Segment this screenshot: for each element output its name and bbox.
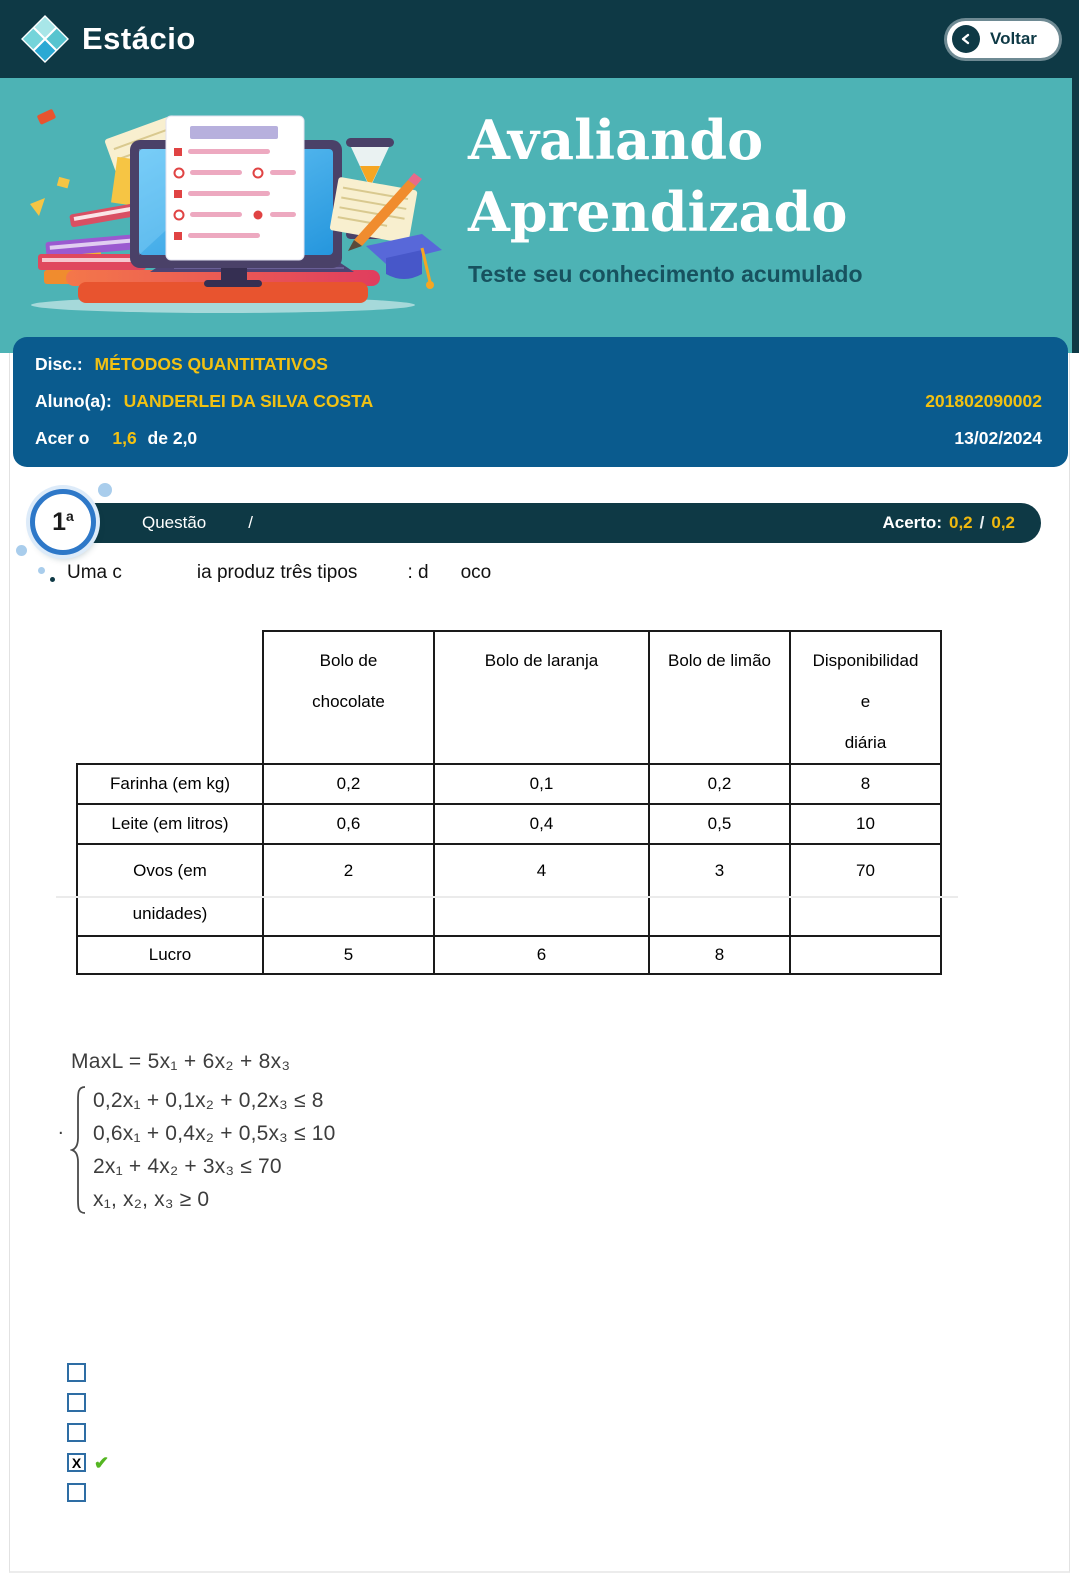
left-brace-icon <box>70 1086 86 1214</box>
back-chevron-icon <box>952 25 980 53</box>
answer-options: X ✔ <box>67 1363 109 1513</box>
answer-option-4: X ✔ <box>67 1453 109 1472</box>
table-row-farinha: Farinha (em kg) 0,2 0,1 0,2 8 <box>76 763 942 805</box>
correct-check-icon: ✔ <box>94 1452 110 1473</box>
lp-model: MaxL = 5x₁ + 6x₂ + 8x₃ . 0,2x₁ + 0,1x₂ +… <box>58 1050 336 1216</box>
table-row-ovos: Ovos (em unidades) 2 4 3 70 <box>76 843 942 937</box>
acerto-separator: / <box>979 513 985 532</box>
constraint-system: . 0,2x₁ + 0,1x₂ + 0,2x₃ ≤ 8 0,6x₁ + 0,4x… <box>58 1084 336 1216</box>
question-header-bar: Questão / Acerto: 0,2 / 0,2 <box>86 503 1041 543</box>
cell-value: 0,1 <box>433 763 650 805</box>
answer-option-3 <box>67 1423 109 1442</box>
discipline-value: MÉTODOS QUANTITATIVOS <box>94 354 328 374</box>
question-title: Questão <box>142 513 207 532</box>
back-button[interactable]: Voltar <box>947 20 1059 58</box>
cell-value: 0,2 <box>262 763 435 805</box>
cell-value: 0,2 <box>648 763 791 805</box>
ingredients-table: Bolo de chocolate Bolo de laranja Bolo d… <box>76 630 942 975</box>
answer-option-5 <box>67 1483 109 1502</box>
decorative-dot <box>98 483 112 497</box>
table-header-chocolate: Bolo de chocolate <box>262 630 435 765</box>
acerto-label: Acerto: <box>882 513 942 532</box>
answer-option-1 <box>67 1363 109 1382</box>
decorative-dot <box>50 577 55 582</box>
brand-name: Estácio <box>82 21 196 56</box>
table-header-laranja: Bolo de laranja <box>433 630 650 765</box>
student-id: 201802090002 <box>925 391 1042 411</box>
content-panel: Disc.: MÉTODOS QUANTITATIVOS Aluno(a): U… <box>9 337 1070 1573</box>
question-title-slash: / <box>248 513 253 532</box>
banner-subtitle: Teste seu conhecimento acumulado <box>468 261 863 287</box>
x-mark: X <box>71 1454 82 1471</box>
question-text-fragment: Uma c <box>67 562 122 583</box>
table-row-leite: Leite (em litros) 0,6 0,4 0,5 10 <box>76 803 942 845</box>
banner-title-line2: Aprendizado <box>468 180 848 244</box>
decorative-dot <box>38 567 45 574</box>
acerto-total: 0,2 <box>991 513 1015 532</box>
row-label: Leite (em litros) <box>76 803 264 845</box>
answer-checkbox-5[interactable] <box>67 1483 86 1502</box>
cell-value: 0,6 <box>262 803 435 845</box>
question-text-fragment: oco <box>460 562 492 583</box>
system-dot: . <box>58 1116 64 1139</box>
cell-value: 10 <box>789 803 942 845</box>
constraints-list: 0,2x₁ + 0,1x₂ + 0,2x₃ ≤ 8 0,6x₁ + 0,4x₂ … <box>93 1084 336 1216</box>
constraint-2: 0,6x₁ + 0,4x₂ + 0,5x₃ ≤ 10 <box>93 1122 336 1145</box>
score-row: Acer o 1,6 de 2,0 13/02/2024 <box>35 428 1042 465</box>
cell-value: 8 <box>789 763 942 805</box>
answer-checkbox-2[interactable] <box>67 1393 86 1412</box>
constraint-3: 2x₁ + 4x₂ + 3x₃ ≤ 70 <box>93 1155 282 1178</box>
table-blank-cell <box>77 631 263 764</box>
decorative-dot <box>16 545 27 556</box>
exam-info-box: Disc.: MÉTODOS QUANTITATIVOS Aluno(a): U… <box>13 337 1068 467</box>
brand-logo: Estácio <box>20 14 196 64</box>
answer-checkbox-1[interactable] <box>67 1363 86 1382</box>
table-header-disponibilidade: Disponibilidad e diária <box>789 630 942 765</box>
cell-value: 3 <box>648 843 791 937</box>
cell-value: 5 <box>262 935 435 975</box>
estacio-diamond-icon <box>21 15 69 63</box>
student-row: Aluno(a): UANDERLEI DA SILVA COSTA 20180… <box>35 391 1042 428</box>
constraint-4: x₁, x₂, x₃ ≥ 0 <box>93 1188 210 1211</box>
acerto-value: 0,2 <box>948 513 973 532</box>
student-label: Aluno(a): <box>35 391 112 411</box>
cell-value <box>789 935 942 975</box>
objective-function: MaxL = 5x₁ + 6x₂ + 8x₃ <box>71 1050 291 1073</box>
cell-value: 8 <box>648 935 791 975</box>
cell-value: 2 <box>262 843 435 937</box>
cell-value: 4 <box>433 843 650 937</box>
cell-value: 0,5 <box>648 803 791 845</box>
banner-illustration <box>30 109 442 313</box>
discipline-row: Disc.: MÉTODOS QUANTITATIVOS <box>35 354 1042 391</box>
row-label: Ovos (em unidades) <box>76 843 264 937</box>
banner-title: Avaliando Aprendizado <box>468 104 847 248</box>
question-number: 1 <box>52 507 67 536</box>
answer-checkbox-4-selected[interactable]: X <box>67 1453 86 1472</box>
row-label: Farinha (em kg) <box>76 763 264 805</box>
row-label: Lucro <box>76 935 264 975</box>
table-row-lucro: Lucro 5 6 8 <box>76 935 942 975</box>
constraint-1: 0,2x₁ + 0,1x₂ + 0,2x₃ ≤ 8 <box>93 1089 324 1112</box>
question-text: Uma c ia produz três tipos : d oco <box>67 562 491 584</box>
answer-checkbox-3[interactable] <box>67 1423 86 1442</box>
answer-option-2 <box>67 1393 109 1412</box>
score-suffix: de 2,0 <box>147 428 198 448</box>
banner-title-line1: Avaliando <box>468 108 764 172</box>
table-header-row: Bolo de chocolate Bolo de laranja Bolo d… <box>77 630 942 765</box>
student-name: UANDERLEI DA SILVA COSTA <box>123 391 374 411</box>
cell-value: 0,4 <box>433 803 650 845</box>
question-text-fragment: ia produz três tipos <box>196 562 358 583</box>
discipline-label: Disc.: <box>35 354 83 374</box>
score-value: 1,6 <box>112 428 137 448</box>
score-label: Acer o <box>35 428 90 448</box>
cell-value: 70 <box>789 843 942 937</box>
exam-date: 13/02/2024 <box>954 428 1042 448</box>
question-text-fragment: : d <box>407 562 429 583</box>
table-header-limao: Bolo de limão <box>648 630 791 765</box>
hero-banner: Avaliando Aprendizado Teste seu conhecim… <box>0 78 1079 353</box>
back-button-label: Voltar <box>990 29 1037 48</box>
cell-value: 6 <box>433 935 650 975</box>
top-bar: Estácio Voltar <box>0 0 1079 78</box>
